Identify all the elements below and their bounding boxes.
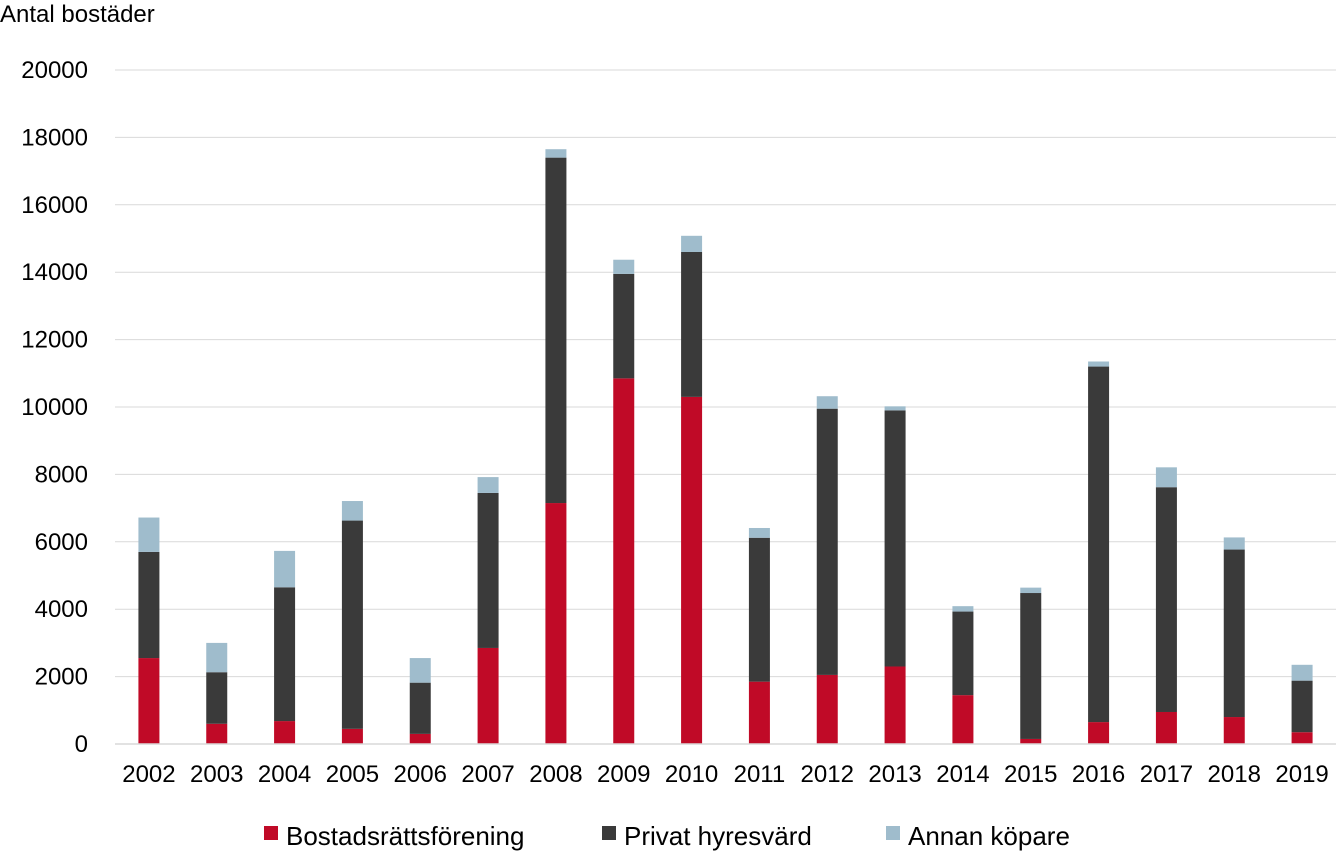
bar-2009-brf [613, 378, 635, 744]
x-tick-label: 2013 [868, 761, 921, 788]
bar-2009-annan [613, 259, 635, 274]
x-tick-label: 2012 [801, 761, 854, 788]
y-tick-label: 18000 [21, 124, 88, 151]
bar-2019-annan [1291, 664, 1313, 681]
x-tick-label: 2014 [936, 761, 989, 788]
bar-2010-annan [681, 235, 703, 252]
y-tick-label: 16000 [21, 192, 88, 219]
x-tick-label: 2016 [1072, 761, 1125, 788]
x-tick-label: 2002 [122, 761, 175, 788]
bar-2008-annan [545, 149, 567, 158]
x-tick-label: 2019 [1275, 761, 1328, 788]
bar-2002-privat [138, 551, 160, 659]
bar-2014-brf [952, 695, 974, 744]
bar-2003-brf [206, 723, 228, 744]
y-tick-label: 14000 [21, 259, 88, 286]
bar-2015-brf [1020, 738, 1042, 744]
bar-2013-privat [884, 410, 906, 667]
bar-2007-brf [477, 647, 499, 744]
legend-label: Privat hyresvärd [624, 821, 812, 851]
legend-swatch [264, 826, 278, 840]
bar-2014-annan [952, 606, 974, 612]
bar-2009-privat [613, 273, 635, 379]
legend-label: Bostadsrättsförening [286, 821, 524, 851]
bar-2011-brf [748, 681, 770, 744]
x-tick-label: 2009 [597, 761, 650, 788]
bar-2010-brf [681, 396, 703, 744]
bar-2004-annan [274, 550, 296, 588]
x-tick-label: 2005 [326, 761, 379, 788]
bar-2016-privat [1088, 366, 1110, 723]
bar-2016-brf [1088, 722, 1110, 744]
bar-2006-privat [409, 682, 431, 734]
bar-2015-annan [1020, 587, 1042, 594]
x-tick-label: 2017 [1140, 761, 1193, 788]
bar-2014-privat [952, 611, 974, 696]
bar-2003-annan [206, 642, 228, 673]
y-tick-label: 20000 [21, 57, 88, 84]
bar-2019-privat [1291, 680, 1313, 733]
bar-2007-annan [477, 477, 499, 493]
bar-2006-annan [409, 658, 431, 683]
y-tick-label: 6000 [35, 529, 88, 556]
bar-2017-brf [1155, 711, 1177, 744]
y-tick-label: 4000 [35, 596, 88, 623]
bar-2015-privat [1020, 593, 1042, 739]
bar-2010-privat [681, 251, 703, 397]
bar-2013-brf [884, 666, 906, 744]
y-tick-label: 12000 [21, 327, 88, 354]
x-tick-label: 2006 [394, 761, 447, 788]
bar-2005-brf [341, 728, 363, 744]
bar-2012-privat [816, 408, 838, 675]
y-tick-label: 10000 [21, 394, 88, 421]
bar-2016-annan [1088, 361, 1110, 367]
x-tick-label: 2011 [734, 761, 786, 788]
bar-2011-annan [748, 527, 770, 538]
bar-2019-brf [1291, 732, 1313, 744]
y-tick-label: 0 [75, 731, 88, 758]
bar-2008-brf [545, 503, 567, 744]
x-tick-label: 2007 [461, 761, 514, 788]
bar-2004-privat [274, 587, 296, 722]
bar-2005-annan [341, 501, 363, 521]
bar-2017-annan [1155, 467, 1177, 488]
bar-2011-privat [748, 537, 770, 682]
bar-2018-brf [1223, 717, 1245, 744]
legend-swatch [886, 826, 900, 840]
legend-swatch [602, 826, 616, 840]
y-tick-label: 2000 [35, 664, 88, 691]
bar-2002-annan [138, 517, 160, 552]
legend-label: Annan köpare [908, 821, 1070, 851]
y-axis-label: Antal bostäder [0, 1, 155, 28]
gridlines [115, 69, 1336, 678]
x-tick-label: 2004 [258, 761, 311, 788]
bar-2017-privat [1155, 487, 1177, 712]
x-tick-label: 2008 [529, 761, 582, 788]
y-tick-label: 8000 [35, 461, 88, 488]
bar-2018-annan [1223, 537, 1245, 550]
bar-2003-privat [206, 672, 228, 724]
y-axis-ticks: 0 2000 4000 6000 8000 10000 12000 14000 16000 180… [21, 57, 88, 758]
bar-2005-privat [341, 520, 363, 729]
bar-2004-brf [274, 721, 296, 744]
legend: Bostadsrättsförening Privat hyresvärd Anna… [264, 821, 1070, 851]
x-tick-label: 2015 [1004, 761, 1057, 788]
bar-2008-privat [545, 157, 567, 504]
x-tick-label: 2003 [190, 761, 243, 788]
x-tick-label: 2018 [1208, 761, 1261, 788]
bar-2018-privat [1223, 549, 1245, 718]
bar-2012-brf [816, 674, 838, 744]
x-axis-ticks: 2002 2003 2004 2005 2006 2007 2008 2009 2010 2011… [122, 761, 1329, 788]
bar-2013-annan [884, 406, 906, 411]
x-tick-label: 2010 [665, 761, 718, 788]
bar-2002-brf [138, 658, 160, 744]
bar-2012-annan [816, 396, 838, 409]
bar-2006-brf [409, 733, 431, 744]
bar-2007-privat [477, 492, 499, 648]
bars [138, 149, 1313, 744]
